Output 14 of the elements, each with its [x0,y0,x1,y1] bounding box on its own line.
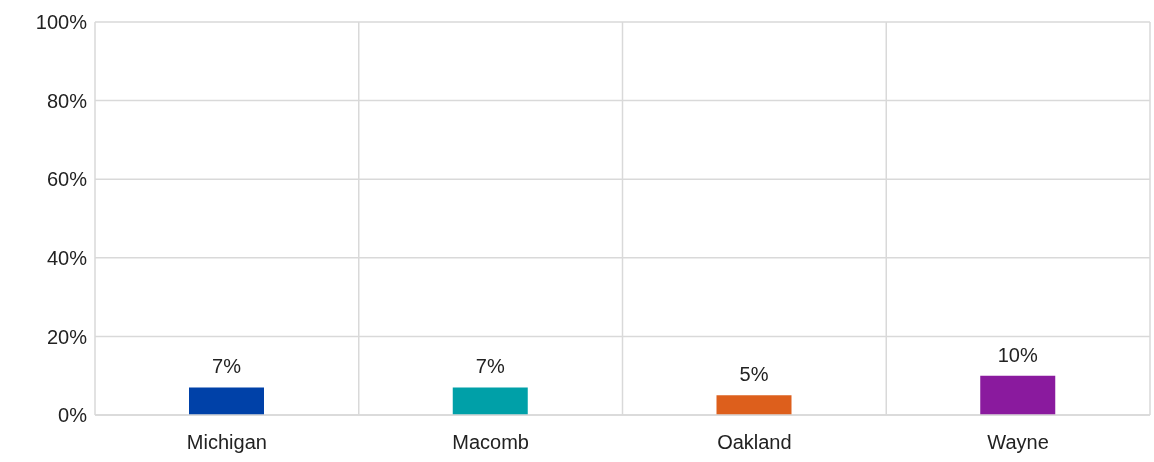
data-label: 7% [475,355,505,378]
y-tick-label: 20% [46,325,88,348]
y-tick-label: 0% [58,404,88,427]
x-tick-label: Wayne [987,431,1049,454]
data-label: 10% [997,343,1038,366]
data-label: 5% [739,363,769,386]
y-tick-label: 40% [46,246,88,269]
y-tick-label: 100% [35,11,88,34]
data-label: 7% [212,355,242,378]
y-tick-label: 60% [46,168,88,191]
x-tick-label: Oakland [717,431,792,454]
y-tick-label: 80% [46,89,88,112]
x-tick-label: Macomb [452,431,529,454]
x-tick-label: Michigan [186,431,267,454]
